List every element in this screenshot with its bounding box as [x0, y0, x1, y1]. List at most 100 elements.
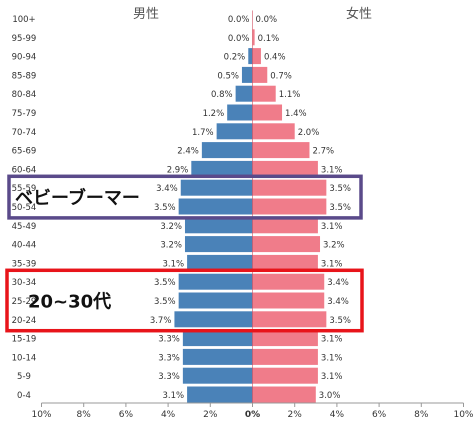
male-data-label: 0.8%	[211, 90, 233, 100]
annotation-label-baby-boomer: ベビーブーマー	[15, 187, 140, 209]
female-bar	[252, 85, 276, 102]
female-bar	[252, 330, 318, 347]
male-data-label: 3.2%	[160, 222, 182, 232]
x-tick-label: 0%	[245, 410, 260, 420]
category-label: 90-94	[12, 53, 37, 63]
male-bar	[178, 198, 253, 215]
category-label: 45-49	[12, 222, 37, 232]
female-data-label: 3.1%	[321, 372, 343, 382]
x-tick-label: 8%	[414, 410, 429, 420]
female-bar	[252, 254, 318, 271]
male-bar	[178, 292, 253, 309]
female-bar	[252, 104, 283, 121]
female-data-label: 3.5%	[329, 316, 351, 326]
annotation-box-20-30s	[5, 268, 364, 333]
female-data-label: 3.1%	[321, 222, 343, 232]
male-bar	[184, 236, 253, 253]
female-bar	[252, 29, 255, 46]
category-label: 75-79	[12, 109, 37, 119]
female-data-label: 1.4%	[285, 109, 307, 119]
male-data-label: 3.1%	[162, 391, 184, 401]
female-data-label: 3.5%	[329, 184, 351, 194]
female-data-label: 1.1%	[279, 90, 301, 100]
male-data-label: 1.7%	[192, 128, 214, 138]
category-label: 95-99	[12, 34, 37, 44]
category-label: 15-19	[12, 335, 37, 345]
male-data-label: 0.0%	[228, 15, 250, 25]
female-bar	[252, 123, 295, 140]
male-bar	[182, 348, 253, 365]
category-label: 0-4	[17, 391, 31, 401]
male-data-label: 3.7%	[150, 316, 172, 326]
category-label: 80-84	[12, 90, 37, 100]
category-label: 50-54	[12, 203, 37, 213]
male-data-label: 3.4%	[156, 184, 178, 194]
female-data-label: 3.1%	[321, 335, 343, 345]
category-label: 55-59	[12, 184, 37, 194]
female-data-label: 2.0%	[298, 128, 320, 138]
male-data-label: 2.9%	[167, 165, 189, 175]
category-label: 70-74	[12, 128, 37, 138]
female-data-label: 3.1%	[321, 353, 343, 363]
category-label: 100+	[12, 15, 35, 25]
male-data-label: 3.2%	[160, 241, 182, 251]
category-label: 20-24	[12, 316, 37, 326]
annotation-box-baby-boomer	[7, 174, 363, 220]
male-bar	[227, 104, 253, 121]
male-data-label: 3.3%	[158, 372, 180, 382]
x-tick-label: 8%	[77, 410, 92, 420]
female-data-label: 2.7%	[312, 147, 334, 157]
female-bar	[252, 66, 268, 83]
female-bar	[252, 348, 318, 365]
male-bar	[187, 386, 253, 403]
female-data-label: 0.0%	[256, 15, 278, 25]
male-bar	[235, 85, 253, 102]
category-label: 35-39	[12, 259, 37, 269]
category-label: 30-34	[12, 278, 37, 288]
male-bar	[174, 311, 253, 328]
x-tick-label: 10%	[453, 410, 473, 420]
female-data-label: 0.4%	[264, 53, 286, 63]
male-bar	[187, 254, 253, 271]
male-data-label: 3.1%	[162, 259, 184, 269]
category-label: 40-44	[12, 241, 37, 251]
female-data-label: 0.1%	[258, 34, 280, 44]
female-data-label: 0.7%	[270, 71, 292, 81]
male-bar	[184, 217, 253, 234]
male-bar	[191, 160, 253, 177]
male-data-label: 3.5%	[154, 203, 176, 213]
category-label: 65-69	[12, 147, 37, 157]
female-bar	[252, 273, 325, 290]
male-data-label: 3.5%	[154, 278, 176, 288]
category-label: 25-29	[12, 297, 37, 307]
male-bar	[201, 142, 253, 159]
x-tick-label: 4%	[161, 410, 176, 420]
male-data-label: 0.2%	[224, 53, 246, 63]
x-tick-label: 2%	[288, 410, 303, 420]
x-tick-label: 2%	[203, 410, 218, 420]
female-bar	[252, 217, 318, 234]
female-bar	[252, 292, 325, 309]
male-bar	[178, 273, 253, 290]
male-data-label: 1.2%	[203, 109, 225, 119]
male-bar	[182, 367, 253, 384]
category-label: 60-64	[12, 165, 37, 175]
female-bar	[252, 179, 327, 196]
male-data-label: 3.3%	[158, 353, 180, 363]
series-header-female: 女性	[346, 6, 372, 22]
category-label: 85-89	[12, 71, 37, 81]
male-data-label: 2.4%	[177, 147, 199, 157]
female-data-label: 3.1%	[321, 259, 343, 269]
female-bar	[252, 236, 321, 253]
annotation-label-20-30s: 20~30代	[28, 292, 111, 313]
female-bar	[252, 367, 318, 384]
female-bar	[252, 142, 310, 159]
female-bar	[252, 198, 327, 215]
female-data-label: 3.1%	[321, 165, 343, 175]
female-data-label: 3.4%	[327, 297, 349, 307]
category-label: 5-9	[17, 372, 31, 382]
x-tick-label: 10%	[31, 410, 51, 420]
male-bar	[182, 330, 253, 347]
male-data-label: 0.5%	[217, 71, 239, 81]
